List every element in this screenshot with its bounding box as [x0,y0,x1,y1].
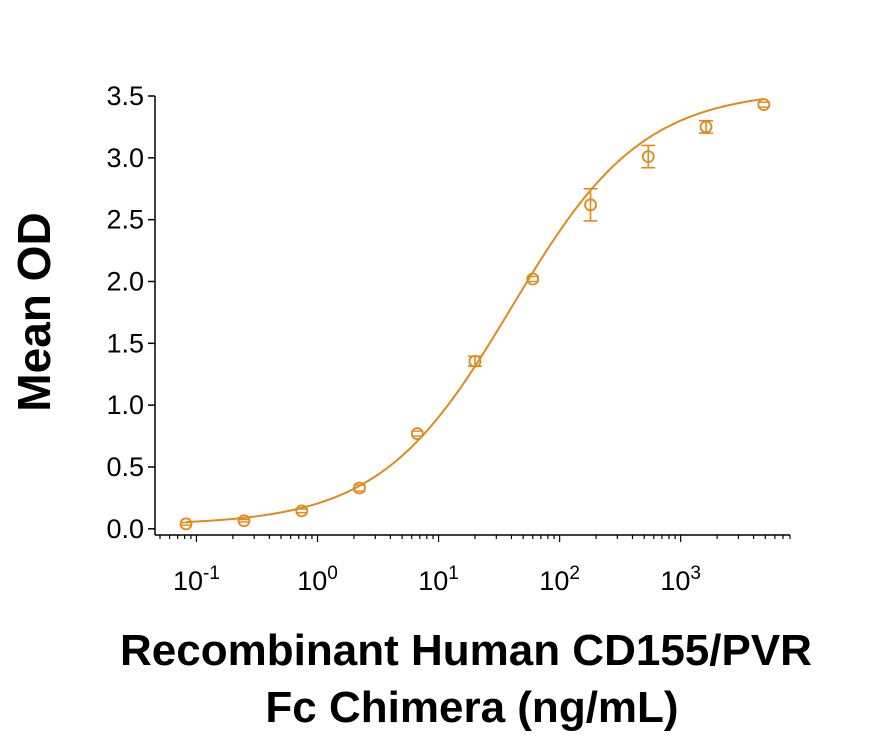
point-marker [179,517,193,531]
point-marker [584,198,597,212]
x-tick-label: 100 [297,563,338,596]
point-marker [526,272,540,286]
data-point [179,517,193,531]
data-point [699,119,714,134]
x-tick-label: 102 [539,563,580,596]
data-point [353,481,366,495]
y-tick-label: 2.5 [106,205,144,235]
y-axis-title: Mean OD [8,212,60,411]
y-tick-label: 3.0 [106,143,144,173]
axes: 0.0 0.5 1.0 1.5 2.0 2.5 3.0 3.5 10-1 100 101 102 103 [106,81,791,596]
data-point [757,98,771,112]
data-point [237,514,251,528]
x-tick-label: 103 [660,563,701,596]
point-marker [410,427,424,440]
fit-curve [185,97,764,524]
y-tick-label: 1.5 [106,328,144,358]
y-tick-label: 1.0 [106,390,144,420]
point-marker [295,504,309,518]
y-tick-label: 0.5 [106,452,144,482]
point-marker [468,354,482,368]
data-points [179,98,771,531]
data-point [295,504,309,518]
point-marker [757,98,771,112]
point-marker [237,514,251,528]
x-tick-label: 101 [418,563,459,596]
data-point [468,354,482,368]
y-tick-label: 2.0 [106,266,144,296]
x-axis-title-line2: Fc Chimera (ng/mL) [265,683,678,732]
data-point [641,144,656,169]
y-tick-label: 3.5 [106,81,144,111]
data-point [526,272,540,286]
data-point [410,427,424,440]
y-tick-label: 0.0 [106,514,144,544]
point-marker [699,120,713,134]
point-marker [353,481,366,495]
x-axis-title-line1: Recombinant Human CD155/PVR [120,626,812,675]
data-point [583,187,598,222]
fit-curve-layer [185,97,764,524]
point-marker [641,150,655,163]
x-tick-label: 10-1 [173,563,220,596]
